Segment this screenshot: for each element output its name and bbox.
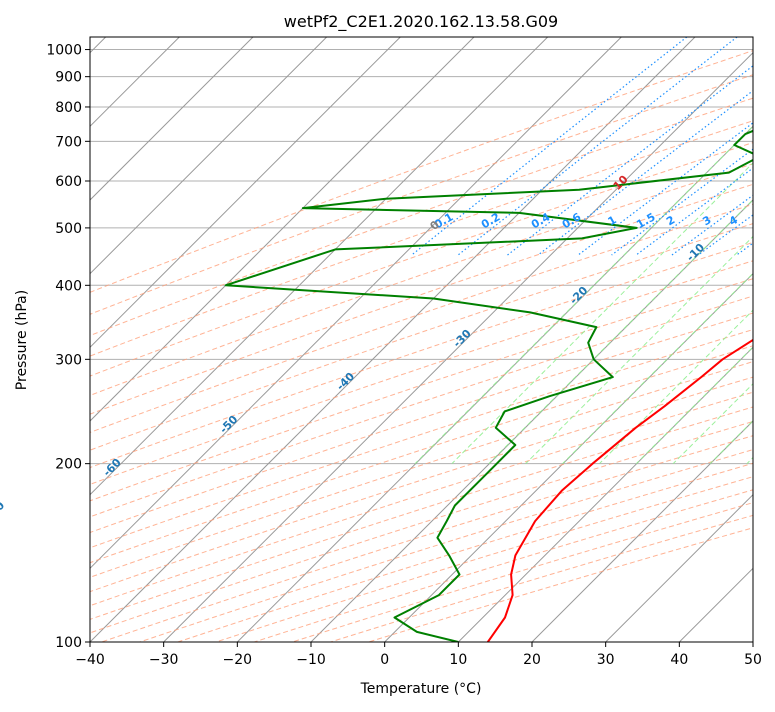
x-tick-label: −40: [75, 652, 105, 668]
x-tick-label: 0: [380, 652, 389, 668]
mixing-ratio-line: [765, 37, 775, 255]
y-tick-label: 500: [55, 221, 82, 237]
y-tick-label: 800: [55, 100, 82, 116]
y-tick-label: 200: [55, 457, 82, 473]
plot-background: [90, 37, 753, 642]
x-tick-label: 10: [449, 652, 467, 668]
x-tick-label: −20: [223, 652, 253, 668]
x-tick-label: −10: [296, 652, 326, 668]
x-tick-label: −30: [149, 652, 179, 668]
y-tick-label: 100: [55, 635, 82, 651]
y-tick-label: 300: [55, 352, 82, 368]
y-tick-label: 400: [55, 278, 82, 294]
isotherm-line: [753, 37, 775, 642]
chart-title: wetPf2_C2E1.2020.162.13.58.G09: [284, 12, 558, 32]
y-tick-label: 700: [55, 134, 82, 150]
isotherm-label: -70: [0, 499, 7, 522]
y-axis-title: Pressure (hPa): [14, 290, 30, 390]
y-tick-label: 900: [55, 70, 82, 86]
x-tick-label: 20: [523, 652, 541, 668]
x-tick-label: 30: [597, 652, 615, 668]
y-tick-label: 1000: [46, 43, 82, 59]
y-tick-label: 600: [55, 174, 82, 190]
x-tick-label: 50: [744, 652, 762, 668]
x-axis-title: Temperature (°C): [360, 681, 482, 697]
x-tick-label: 40: [670, 652, 688, 668]
